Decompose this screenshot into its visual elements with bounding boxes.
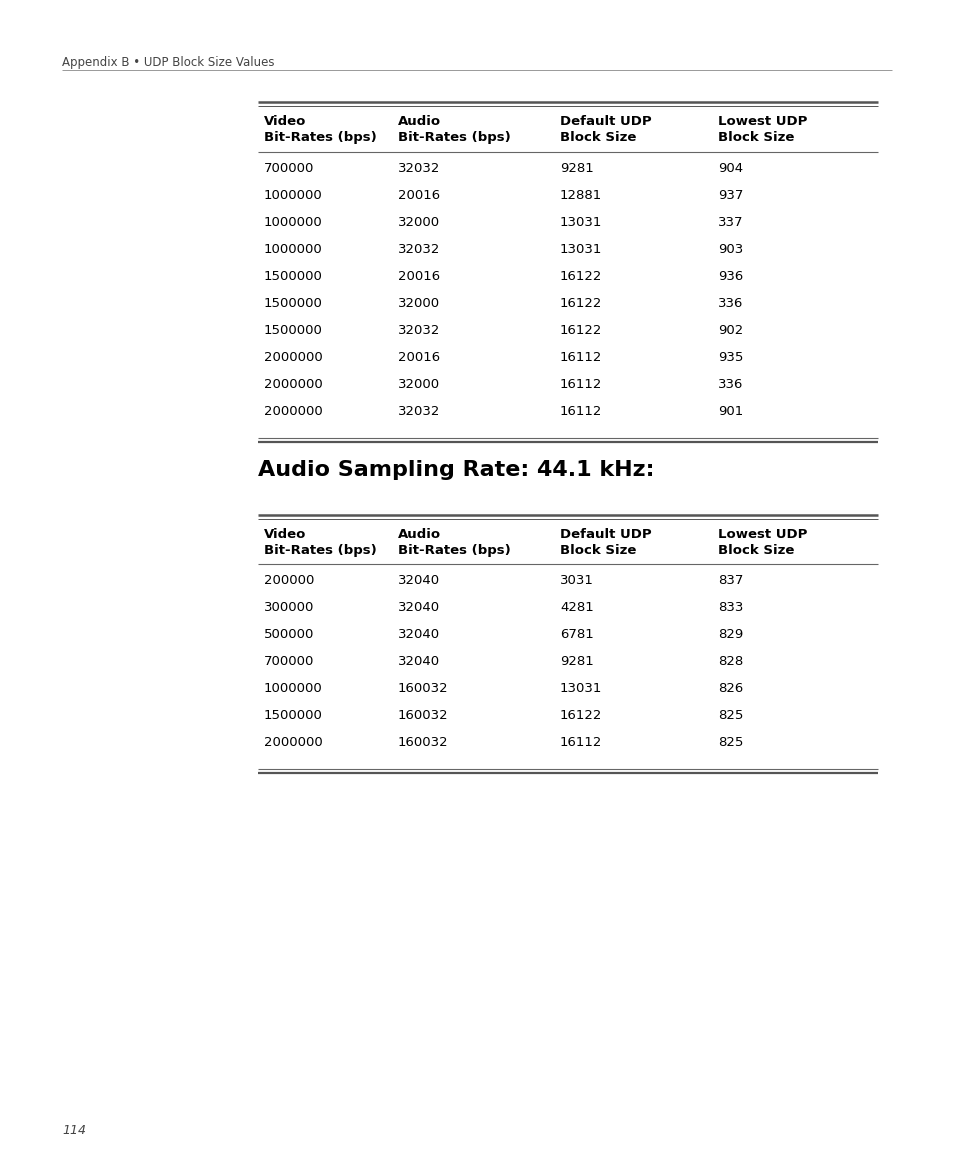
Text: 32032: 32032 <box>397 406 440 418</box>
Text: 32032: 32032 <box>397 324 440 337</box>
Text: 829: 829 <box>718 627 742 641</box>
Text: 32032: 32032 <box>397 162 440 175</box>
Text: 500000: 500000 <box>264 627 314 641</box>
Text: 9281: 9281 <box>559 162 593 175</box>
Text: Lowest UDP: Lowest UDP <box>718 115 806 128</box>
Text: 32032: 32032 <box>397 243 440 256</box>
Text: 16112: 16112 <box>559 351 601 364</box>
Text: 1000000: 1000000 <box>264 682 322 695</box>
Text: 903: 903 <box>718 243 742 256</box>
Text: 16122: 16122 <box>559 324 601 337</box>
Text: 825: 825 <box>718 736 742 749</box>
Text: 32040: 32040 <box>397 601 439 614</box>
Text: Block Size: Block Size <box>718 131 794 144</box>
Text: 16122: 16122 <box>559 709 601 722</box>
Text: 2000000: 2000000 <box>264 406 322 418</box>
Text: Block Size: Block Size <box>559 131 636 144</box>
Text: 16112: 16112 <box>559 736 601 749</box>
Text: 937: 937 <box>718 189 742 202</box>
Text: 901: 901 <box>718 406 742 418</box>
Text: 16122: 16122 <box>559 297 601 310</box>
Text: 12881: 12881 <box>559 189 601 202</box>
Text: 13031: 13031 <box>559 243 601 256</box>
Text: 2000000: 2000000 <box>264 736 322 749</box>
Text: 16112: 16112 <box>559 406 601 418</box>
Text: 337: 337 <box>718 216 742 229</box>
Text: 9281: 9281 <box>559 655 593 668</box>
Text: 32040: 32040 <box>397 655 439 668</box>
Text: Lowest UDP: Lowest UDP <box>718 528 806 541</box>
Text: 1500000: 1500000 <box>264 324 322 337</box>
Text: 114: 114 <box>62 1124 86 1136</box>
Text: Bit-Rates (bps): Bit-Rates (bps) <box>264 544 376 557</box>
Text: 4281: 4281 <box>559 601 593 614</box>
Text: Audio: Audio <box>397 528 440 541</box>
Text: 2000000: 2000000 <box>264 351 322 364</box>
Text: 1500000: 1500000 <box>264 270 322 284</box>
Text: 200000: 200000 <box>264 574 314 587</box>
Text: 1500000: 1500000 <box>264 297 322 310</box>
Text: Default UDP: Default UDP <box>559 115 651 128</box>
Text: 833: 833 <box>718 601 742 614</box>
Text: 902: 902 <box>718 324 742 337</box>
Text: 828: 828 <box>718 655 742 668</box>
Text: 935: 935 <box>718 351 742 364</box>
Text: 32000: 32000 <box>397 216 439 229</box>
Text: 1000000: 1000000 <box>264 189 322 202</box>
Text: Appendix B • UDP Block Size Values: Appendix B • UDP Block Size Values <box>62 56 274 69</box>
Text: 300000: 300000 <box>264 601 314 614</box>
Text: Video: Video <box>264 115 306 128</box>
Text: 16112: 16112 <box>559 378 601 390</box>
Text: Audio: Audio <box>397 115 440 128</box>
Text: Default UDP: Default UDP <box>559 528 651 541</box>
Text: Block Size: Block Size <box>718 544 794 557</box>
Text: 2000000: 2000000 <box>264 378 322 390</box>
Text: 700000: 700000 <box>264 655 314 668</box>
Text: Block Size: Block Size <box>559 544 636 557</box>
Text: 904: 904 <box>718 162 742 175</box>
Text: 6781: 6781 <box>559 627 593 641</box>
Text: 16122: 16122 <box>559 270 601 284</box>
Text: 32000: 32000 <box>397 297 439 310</box>
Text: 13031: 13031 <box>559 682 601 695</box>
Text: 1500000: 1500000 <box>264 709 322 722</box>
Text: 20016: 20016 <box>397 270 439 284</box>
Text: 936: 936 <box>718 270 742 284</box>
Text: 3031: 3031 <box>559 574 594 587</box>
Text: 336: 336 <box>718 378 742 390</box>
Text: 20016: 20016 <box>397 189 439 202</box>
Text: Audio Sampling Rate: 44.1 kHz:: Audio Sampling Rate: 44.1 kHz: <box>257 460 654 480</box>
Text: 336: 336 <box>718 297 742 310</box>
Text: 160032: 160032 <box>397 709 448 722</box>
Text: 825: 825 <box>718 709 742 722</box>
Text: 700000: 700000 <box>264 162 314 175</box>
Text: Bit-Rates (bps): Bit-Rates (bps) <box>397 544 510 557</box>
Text: 1000000: 1000000 <box>264 216 322 229</box>
Text: 826: 826 <box>718 682 742 695</box>
Text: Bit-Rates (bps): Bit-Rates (bps) <box>397 131 510 144</box>
Text: 20016: 20016 <box>397 351 439 364</box>
Text: 32000: 32000 <box>397 378 439 390</box>
Text: 160032: 160032 <box>397 736 448 749</box>
Text: Bit-Rates (bps): Bit-Rates (bps) <box>264 131 376 144</box>
Text: 13031: 13031 <box>559 216 601 229</box>
Text: 32040: 32040 <box>397 574 439 587</box>
Text: 160032: 160032 <box>397 682 448 695</box>
Text: 1000000: 1000000 <box>264 243 322 256</box>
Text: 837: 837 <box>718 574 742 587</box>
Text: Video: Video <box>264 528 306 541</box>
Text: 32040: 32040 <box>397 627 439 641</box>
